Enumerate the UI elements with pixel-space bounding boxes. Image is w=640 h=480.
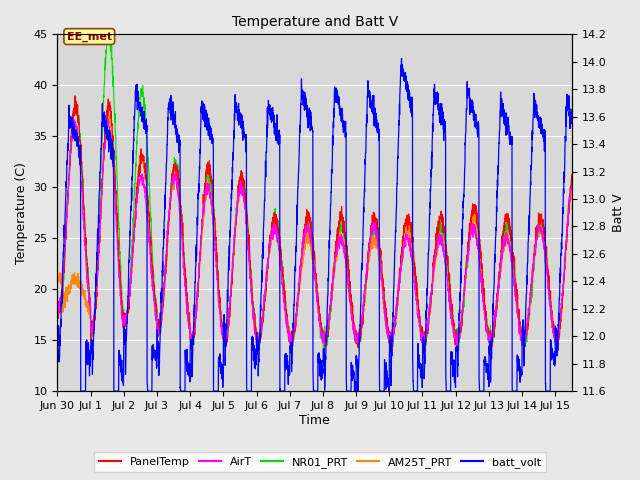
Legend: PanelTemp, AirT, NR01_PRT, AM25T_PRT, batt_volt: PanelTemp, AirT, NR01_PRT, AM25T_PRT, ba… [94, 452, 546, 472]
Text: EE_met: EE_met [67, 31, 112, 42]
Y-axis label: Batt V: Batt V [612, 193, 625, 232]
Y-axis label: Temperature (C): Temperature (C) [15, 162, 28, 264]
X-axis label: Time: Time [300, 414, 330, 427]
Title: Temperature and Batt V: Temperature and Batt V [232, 15, 397, 29]
